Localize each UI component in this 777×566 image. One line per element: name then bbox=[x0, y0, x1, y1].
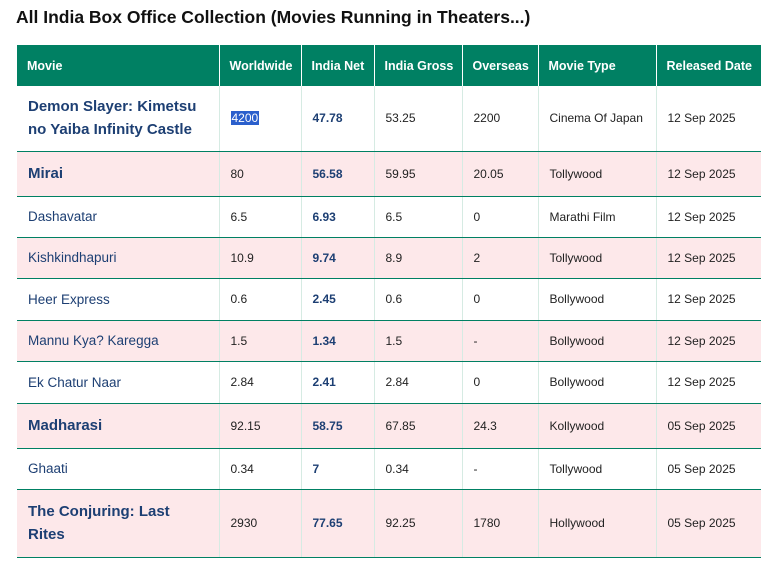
column-header-worldwide[interactable]: Worldwide bbox=[218, 45, 302, 86]
table-row: Demon Slayer: Kimetsu no Yaiba Infinity … bbox=[17, 86, 761, 152]
released-date-cell: 12 Sep 2025 bbox=[655, 361, 761, 404]
movie-type-cell: Marathi Film bbox=[537, 196, 656, 238]
table-row: The Conjuring: Last Rites 2930 77.65 92.… bbox=[17, 489, 761, 558]
movie-link[interactable]: Mirai bbox=[17, 151, 219, 197]
table-row: Madharasi 92.15 58.75 67.85 24.3 Kollywo… bbox=[17, 403, 761, 449]
worldwide-cell: 6.5 bbox=[218, 196, 301, 238]
india-net-cell: 9.74 bbox=[300, 237, 374, 279]
column-header-india-net[interactable]: India Net bbox=[300, 45, 375, 86]
released-date-cell: 05 Sep 2025 bbox=[655, 448, 761, 490]
table-row: Mannu Kya? Karegga 1.5 1.34 1.5 - Bollyw… bbox=[17, 320, 761, 362]
india-gross-cell: 2.84 bbox=[373, 361, 462, 404]
india-gross-cell: 67.85 bbox=[373, 403, 462, 449]
worldwide-cell: 0.34 bbox=[218, 448, 301, 490]
movie-link[interactable]: Mannu Kya? Karegga bbox=[17, 320, 219, 362]
india-gross-cell: 0.34 bbox=[373, 448, 462, 490]
india-net-cell: 77.65 bbox=[300, 489, 374, 558]
column-header-movie-type[interactable]: Movie Type bbox=[537, 45, 657, 86]
india-gross-cell: 6.5 bbox=[373, 196, 462, 238]
worldwide-cell: 4200 bbox=[218, 86, 301, 152]
india-net-cell: 6.93 bbox=[300, 196, 374, 238]
page-title: All India Box Office Collection (Movies … bbox=[16, 7, 531, 27]
movie-link[interactable]: Ek Chatur Naar bbox=[17, 361, 219, 404]
released-date-cell: 12 Sep 2025 bbox=[655, 237, 761, 279]
india-net-cell: 7 bbox=[300, 448, 374, 490]
movie-link[interactable]: Heer Express bbox=[17, 278, 219, 321]
released-date-cell: 05 Sep 2025 bbox=[655, 403, 761, 449]
movie-type-cell: Hollywood bbox=[537, 489, 656, 558]
movie-link[interactable]: The Conjuring: Last Rites bbox=[17, 489, 219, 558]
india-gross-cell: 0.6 bbox=[373, 278, 462, 321]
box-office-table: Movie Worldwide India Net India Gross Ov… bbox=[17, 45, 762, 558]
movie-link[interactable]: Madharasi bbox=[17, 403, 219, 449]
india-net-cell: 58.75 bbox=[300, 403, 374, 449]
worldwide-cell: 92.15 bbox=[218, 403, 301, 449]
overseas-cell: - bbox=[461, 320, 538, 362]
released-date-cell: 12 Sep 2025 bbox=[655, 278, 761, 321]
movie-link[interactable]: Dashavatar bbox=[17, 196, 219, 238]
table-row: Ghaati 0.34 7 0.34 - Tollywood 05 Sep 20… bbox=[17, 448, 761, 490]
table-row: Dashavatar 6.5 6.93 6.5 0 Marathi Film 1… bbox=[17, 196, 761, 238]
india-gross-cell: 59.95 bbox=[373, 151, 462, 197]
india-net-cell: 56.58 bbox=[300, 151, 374, 197]
overseas-cell: 24.3 bbox=[461, 403, 538, 449]
movie-type-cell: Tollywood bbox=[537, 151, 656, 197]
overseas-cell: 2200 bbox=[461, 86, 538, 152]
released-date-cell: 12 Sep 2025 bbox=[655, 86, 761, 152]
india-gross-cell: 1.5 bbox=[373, 320, 462, 362]
column-header-india-gross[interactable]: India Gross bbox=[373, 45, 463, 86]
overseas-cell: 20.05 bbox=[461, 151, 538, 197]
column-header-overseas[interactable]: Overseas bbox=[461, 45, 539, 86]
released-date-cell: 12 Sep 2025 bbox=[655, 151, 761, 197]
worldwide-cell: 2.84 bbox=[218, 361, 301, 404]
movie-type-cell: Tollywood bbox=[537, 448, 656, 490]
india-gross-cell: 53.25 bbox=[373, 86, 462, 152]
india-net-cell: 2.41 bbox=[300, 361, 374, 404]
table-row: Kishkindhapuri 10.9 9.74 8.9 2 Tollywood… bbox=[17, 237, 761, 279]
india-net-cell: 1.34 bbox=[300, 320, 374, 362]
table-row: Mirai 80 56.58 59.95 20.05 Tollywood 12 … bbox=[17, 151, 761, 197]
overseas-cell: 2 bbox=[461, 237, 538, 279]
overseas-cell: 0 bbox=[461, 278, 538, 321]
movie-type-cell: Bollywood bbox=[537, 320, 656, 362]
movie-type-cell: Kollywood bbox=[537, 403, 656, 449]
table-row: Ek Chatur Naar 2.84 2.41 2.84 0 Bollywoo… bbox=[17, 361, 761, 404]
worldwide-cell: 80 bbox=[218, 151, 301, 197]
movie-type-cell: Bollywood bbox=[537, 361, 656, 404]
selected-text: 4200 bbox=[230, 111, 260, 126]
movie-link[interactable]: Ghaati bbox=[17, 448, 219, 490]
table-header-row: Movie Worldwide India Net India Gross Ov… bbox=[17, 45, 762, 86]
worldwide-cell: 1.5 bbox=[218, 320, 301, 362]
overseas-cell: 0 bbox=[461, 196, 538, 238]
movie-type-cell: Bollywood bbox=[537, 278, 656, 321]
movie-link[interactable]: Kishkindhapuri bbox=[17, 237, 219, 279]
column-header-released-date[interactable]: Released Date bbox=[655, 45, 762, 86]
worldwide-cell: 10.9 bbox=[218, 237, 301, 279]
table-row: Heer Express 0.6 2.45 0.6 0 Bollywood 12… bbox=[17, 278, 761, 321]
worldwide-cell: 2930 bbox=[218, 489, 301, 558]
released-date-cell: 12 Sep 2025 bbox=[655, 320, 761, 362]
overseas-cell: - bbox=[461, 448, 538, 490]
movie-type-cell: Cinema Of Japan bbox=[537, 86, 656, 152]
overseas-cell: 1780 bbox=[461, 489, 538, 558]
column-header-movie[interactable]: Movie bbox=[17, 45, 220, 86]
released-date-cell: 12 Sep 2025 bbox=[655, 196, 761, 238]
movie-type-cell: Tollywood bbox=[537, 237, 656, 279]
india-net-cell: 47.78 bbox=[300, 86, 374, 152]
worldwide-cell: 0.6 bbox=[218, 278, 301, 321]
india-gross-cell: 92.25 bbox=[373, 489, 462, 558]
released-date-cell: 05 Sep 2025 bbox=[655, 489, 761, 558]
india-net-cell: 2.45 bbox=[300, 278, 374, 321]
india-gross-cell: 8.9 bbox=[373, 237, 462, 279]
movie-link[interactable]: Demon Slayer: Kimetsu no Yaiba Infinity … bbox=[17, 86, 219, 152]
overseas-cell: 0 bbox=[461, 361, 538, 404]
